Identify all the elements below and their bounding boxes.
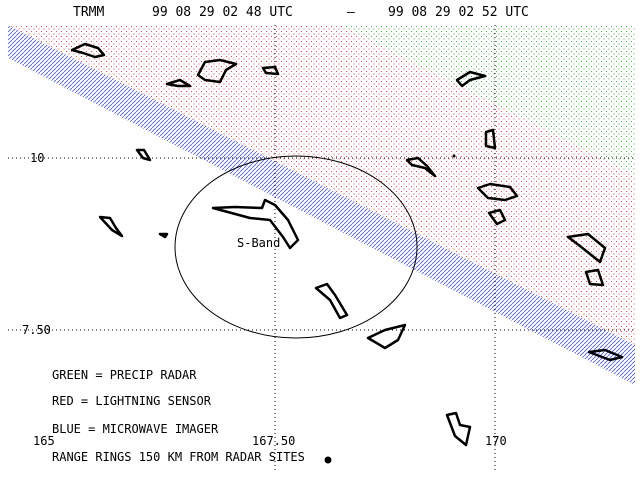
islands — [70, 42, 624, 447]
precip-radar-swath — [340, 25, 635, 175]
start-time: 99 08 29 02 48 UTC — [152, 5, 293, 20]
range-ring — [174, 155, 418, 339]
legend-text: RANGE RINGS 150 KM FROM RADAR SITES — [52, 450, 305, 464]
island-dot — [452, 154, 456, 158]
legend-text: BLUE = MICROWAVE IMAGER — [52, 422, 219, 436]
radar-site-label: S-Band — [237, 236, 280, 250]
lat-label: 10 — [30, 151, 44, 165]
lat-label: 7.50 — [22, 323, 51, 337]
legend-text: RED = LIGHTNING SENSOR — [52, 394, 212, 408]
island-dot — [324, 456, 332, 464]
microwave-swath — [8, 25, 635, 385]
satellite: TRMM — [73, 5, 104, 20]
legend-text: GREEN = PRECIP RADAR — [52, 368, 197, 382]
lon-label: 170 — [485, 434, 507, 448]
end-time: 99 08 29 02 52 UTC — [388, 5, 529, 20]
lon-label: 165 — [33, 434, 55, 448]
separator: – — [347, 5, 355, 20]
lon-label: 167.50 — [252, 434, 295, 448]
